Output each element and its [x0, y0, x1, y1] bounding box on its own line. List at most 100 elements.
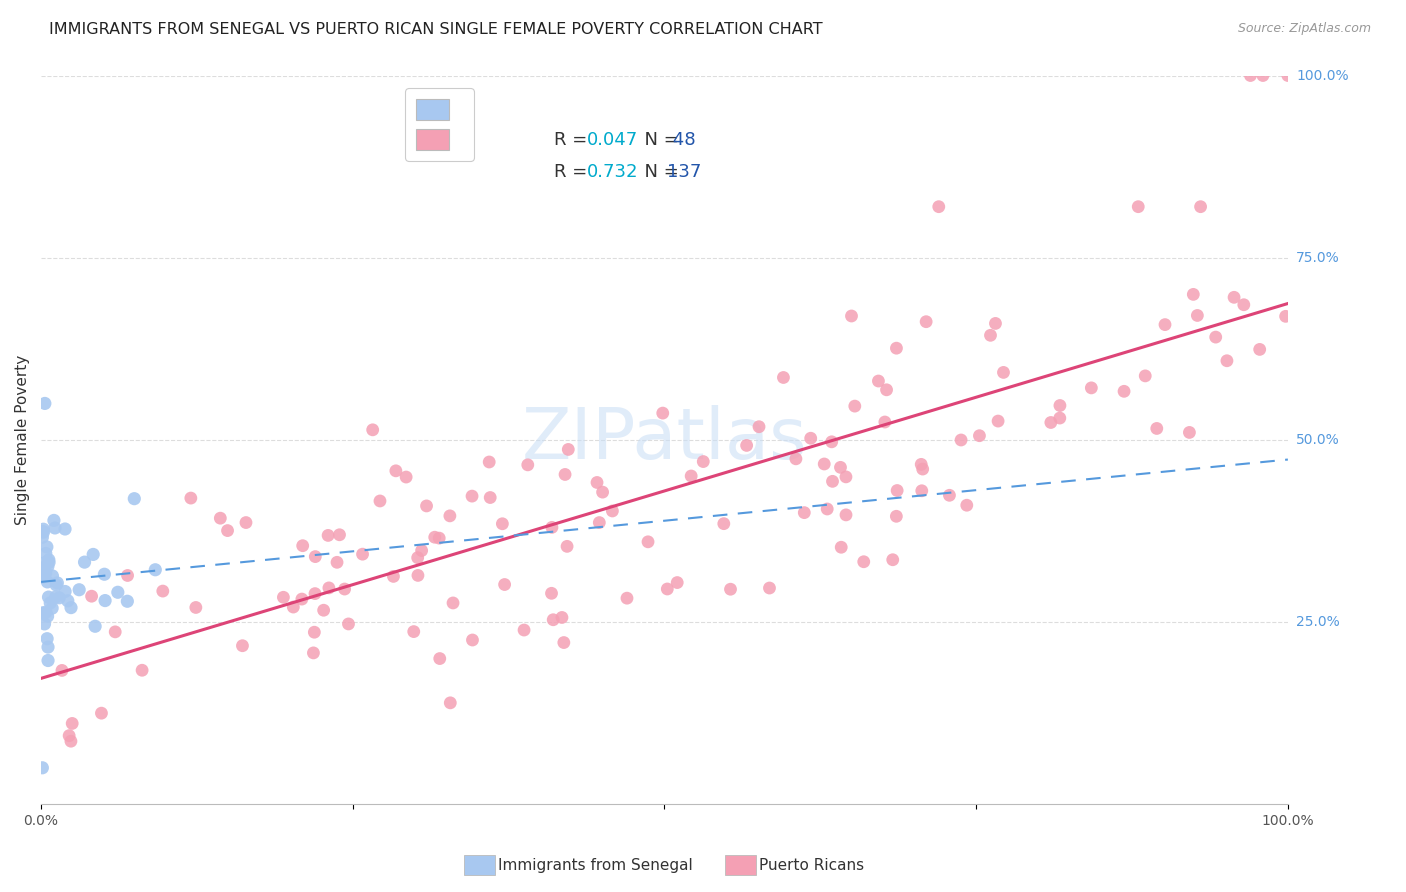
Point: [956, 498, 979, 512]
Point: [56, 594, 79, 608]
Point: [94, 593, 117, 607]
Point: [48, 591, 70, 605]
Point: [882, 553, 904, 567]
Point: [553, 635, 575, 649]
Point: [31, 761, 53, 775]
Point: [915, 315, 938, 329]
Point: [1251, 69, 1274, 83]
Point: [143, 563, 166, 577]
Text: 137: 137: [666, 162, 702, 181]
Point: [35, 540, 58, 554]
Point: [1146, 421, 1168, 435]
Point: [1049, 411, 1071, 425]
Point: [304, 625, 326, 640]
Text: 75.0%: 75.0%: [1296, 251, 1340, 265]
Text: 0.047: 0.047: [586, 131, 638, 149]
Point: [82, 548, 104, 562]
Point: [479, 491, 502, 505]
Point: [735, 438, 758, 452]
Point: [328, 528, 350, 542]
Point: [1233, 298, 1256, 312]
Point: [681, 469, 703, 483]
Point: [911, 462, 934, 476]
Point: [80, 589, 103, 603]
Point: [58, 729, 80, 743]
Point: [557, 442, 579, 457]
Point: [835, 470, 858, 484]
Point: [692, 454, 714, 468]
Text: 100.0%: 100.0%: [1296, 69, 1348, 83]
Point: [423, 530, 446, 544]
Point: [1216, 353, 1239, 368]
Point: [602, 504, 624, 518]
Point: [368, 494, 391, 508]
Point: [513, 623, 536, 637]
Point: [821, 434, 844, 449]
Y-axis label: Single Female Poverty: Single Female Poverty: [15, 355, 30, 525]
Point: [841, 309, 863, 323]
Point: [415, 499, 437, 513]
Point: [666, 575, 689, 590]
Point: [551, 610, 574, 624]
Point: [1182, 287, 1205, 301]
Point: [41, 601, 63, 615]
Point: [852, 555, 875, 569]
Point: [478, 455, 501, 469]
Point: [31, 530, 53, 544]
Point: [273, 591, 295, 605]
Point: [651, 406, 673, 420]
Point: [37, 609, 59, 624]
Text: 50.0%: 50.0%: [1296, 433, 1340, 447]
Point: [873, 415, 896, 429]
Point: [302, 646, 325, 660]
Point: [37, 559, 59, 574]
Point: [406, 568, 429, 582]
Point: [406, 550, 429, 565]
Point: [886, 509, 908, 524]
Point: [31, 606, 53, 620]
Point: [987, 414, 1010, 428]
Text: 0.732: 0.732: [586, 162, 638, 181]
Point: [1178, 425, 1201, 440]
Text: Immigrants from Senegal: Immigrants from Senegal: [498, 858, 693, 872]
Point: [541, 613, 564, 627]
Text: ZIPatlas: ZIPatlas: [522, 405, 807, 475]
Point: [395, 470, 418, 484]
Point: [1154, 318, 1177, 332]
Point: [117, 594, 139, 608]
Point: [32, 524, 55, 539]
Point: [494, 577, 516, 591]
Point: [42, 513, 65, 527]
Point: [772, 370, 794, 384]
Point: [60, 600, 83, 615]
Point: [316, 528, 339, 542]
Point: [107, 585, 129, 599]
Point: [45, 590, 67, 604]
Point: [461, 632, 484, 647]
Point: [830, 460, 852, 475]
Point: [713, 516, 735, 531]
Text: N =: N =: [633, 131, 685, 149]
Point: [411, 543, 433, 558]
Point: [352, 547, 374, 561]
Point: [800, 431, 823, 445]
Point: [60, 716, 83, 731]
Point: [1205, 330, 1227, 344]
Point: [402, 624, 425, 639]
Point: [37, 574, 59, 589]
Point: [38, 553, 60, 567]
Point: [385, 464, 408, 478]
Point: [304, 586, 326, 600]
Point: [657, 582, 679, 596]
Point: [868, 374, 890, 388]
Point: [312, 603, 335, 617]
Point: [131, 663, 153, 677]
Text: 25.0%: 25.0%: [1296, 615, 1340, 629]
Point: [333, 582, 356, 596]
Point: [720, 582, 742, 597]
Point: [382, 569, 405, 583]
Point: [555, 540, 578, 554]
Point: [318, 581, 340, 595]
Point: [1128, 200, 1150, 214]
Point: [93, 567, 115, 582]
